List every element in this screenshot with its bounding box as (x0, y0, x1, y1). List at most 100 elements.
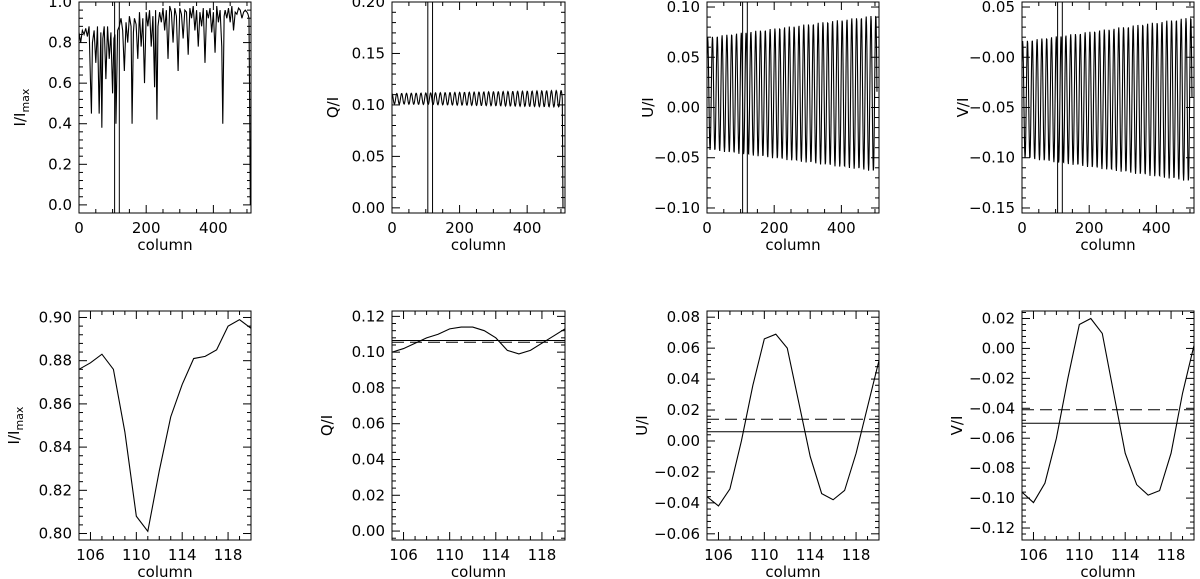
y-tick-label: 0.10 (352, 343, 385, 361)
y-tick-label: 0.06 (352, 415, 385, 433)
x-tick-label: 200 (445, 219, 474, 237)
x-tick-label: 0 (1017, 219, 1027, 237)
y-tick-label: 0.88 (39, 352, 72, 370)
y-tick-label: −0.15 (969, 199, 1015, 217)
y-tick-label: 0.10 (667, 0, 700, 16)
plot-frame (78, 310, 252, 541)
series-line-ui (707, 333, 879, 507)
y-tick-label: −0.02 (654, 463, 700, 481)
x-axis-label: column (137, 236, 192, 254)
y-axis-label-main: Q/I (318, 415, 336, 436)
x-tick-label: 400 (827, 219, 856, 237)
x-tick-label: 106 (76, 546, 105, 564)
y-tick-label: −0.06 (654, 525, 700, 543)
x-tick-label: 110 (435, 546, 464, 564)
y-tick-label: −0.12 (969, 519, 1015, 537)
y-tick-label: 1.0 (48, 0, 72, 11)
x-tick-label: 200 (1075, 219, 1104, 237)
x-tick-label: 118 (214, 546, 243, 564)
y-tick-label: 0.05 (667, 48, 700, 66)
x-tick-label: 118 (1157, 546, 1186, 564)
y-tick-label: 0.80 (39, 525, 72, 543)
x-tick-label: 400 (513, 219, 542, 237)
y-tick-label: 0.0 (48, 196, 72, 214)
x-tick-label: 200 (760, 219, 789, 237)
x-tick-label: 110 (122, 546, 151, 564)
chart-panel-top-1: 0 200 400 0.0 0.2 0.4 0.6 0.8 1.0 column I/Imax (11, 0, 252, 254)
y-tick-label: 0.04 (667, 370, 700, 388)
y-tick-label: 0.20 (352, 0, 385, 11)
x-tick-label: 114 (481, 546, 510, 564)
series-line-vi (1022, 17, 1193, 181)
y-tick-label: −0.04 (654, 494, 700, 512)
y-tick-label: 0.15 (352, 44, 385, 62)
y-axis-label-main: U/I (639, 97, 657, 117)
y-axis-label-subscript: max (13, 406, 26, 430)
x-axis-label: column (451, 236, 506, 254)
y-tick-label: 0.00 (982, 339, 1015, 357)
chart-panel-top-4: 0 200 400 −0.15 −0.10 −0.05 −0.00 0.05 column V/I (954, 0, 1195, 254)
x-tick-label: 106 (1019, 546, 1048, 564)
y-tick-label: 0.06 (667, 339, 700, 357)
y-tick-label: −0.02 (969, 369, 1015, 387)
x-tick-label: 400 (1142, 219, 1171, 237)
y-axis-label: Q/I (324, 97, 342, 118)
y-axis-label: I/Imax (5, 406, 26, 444)
chart-panel-bottom-3: 106 110 114 118 −0.06 −0.04 −0.02 0.00 0.02 0.04 0… (633, 308, 880, 579)
y-tick-label: −0.05 (969, 99, 1015, 117)
y-tick-label: 0.00 (352, 199, 385, 217)
x-tick-label: 106 (704, 546, 733, 564)
y-axis-label: Q/I (318, 415, 336, 436)
y-tick-label: 0.82 (39, 481, 72, 499)
y-tick-label: −0.05 (654, 149, 700, 167)
x-tick-label: 110 (1065, 546, 1094, 564)
y-tick-label: 0.4 (48, 115, 72, 133)
y-axis-label: U/I (639, 97, 657, 117)
x-tick-label: 118 (842, 546, 871, 564)
plot-frame (706, 310, 880, 541)
y-tick-label: 0.08 (352, 379, 385, 397)
x-tick-label: 114 (796, 546, 825, 564)
y-axis-label: V/I (954, 98, 972, 118)
y-tick-label: −0.10 (654, 199, 700, 217)
y-tick-label: −0.10 (969, 149, 1015, 167)
y-tick-label: −0.06 (969, 429, 1015, 447)
y-tick-label: 0.05 (352, 147, 385, 165)
x-axis-label: column (137, 563, 192, 579)
y-tick-label: 0.12 (352, 307, 385, 325)
chart-panel-bottom-4: 106 110 114 118 −0.12 −0.10 −0.08 −0.06 −0.04 −0.… (948, 309, 1195, 579)
x-tick-label: 0 (702, 219, 712, 237)
y-tick-label: 0.02 (352, 486, 385, 504)
y-tick-label: −0.00 (969, 48, 1015, 66)
series-line-vi (1022, 317, 1194, 504)
y-tick-label: 0.00 (352, 522, 385, 540)
x-tick-label: 400 (199, 219, 228, 237)
x-axis-label: column (1080, 563, 1135, 579)
x-tick-label: 110 (750, 546, 779, 564)
y-axis-label: I/Imax (11, 88, 32, 126)
x-axis-label: column (1080, 236, 1135, 254)
x-axis-label: column (765, 236, 820, 254)
series-line-qi (392, 89, 564, 208)
y-axis-label-main: V/I (948, 416, 966, 436)
y-tick-label: 0.04 (352, 450, 385, 468)
y-tick-label: 0.86 (39, 395, 72, 413)
y-axis-label-subscript: max (19, 88, 32, 112)
y-tick-label: 0.00 (667, 99, 700, 117)
y-tick-label: 0.84 (39, 438, 72, 456)
y-tick-label: 0.02 (982, 309, 1015, 327)
x-axis-label: column (451, 563, 506, 579)
x-tick-label: 0 (387, 219, 397, 237)
y-tick-label: −0.04 (969, 399, 1015, 417)
y-tick-label: 0.2 (48, 155, 72, 173)
plot-frame (1021, 310, 1195, 541)
y-tick-label: 0.08 (667, 308, 700, 326)
plot-frame (391, 310, 566, 541)
x-tick-label: 200 (132, 219, 161, 237)
chart-panel-top-3: 0 200 400 −0.10 −0.05 0.00 0.05 0.10 column U/I (639, 0, 880, 254)
y-axis-label: V/I (948, 416, 966, 436)
y-axis-label-main: U/I (633, 415, 651, 435)
x-tick-label: 106 (389, 546, 418, 564)
y-axis-label-main: I/I (11, 113, 29, 127)
